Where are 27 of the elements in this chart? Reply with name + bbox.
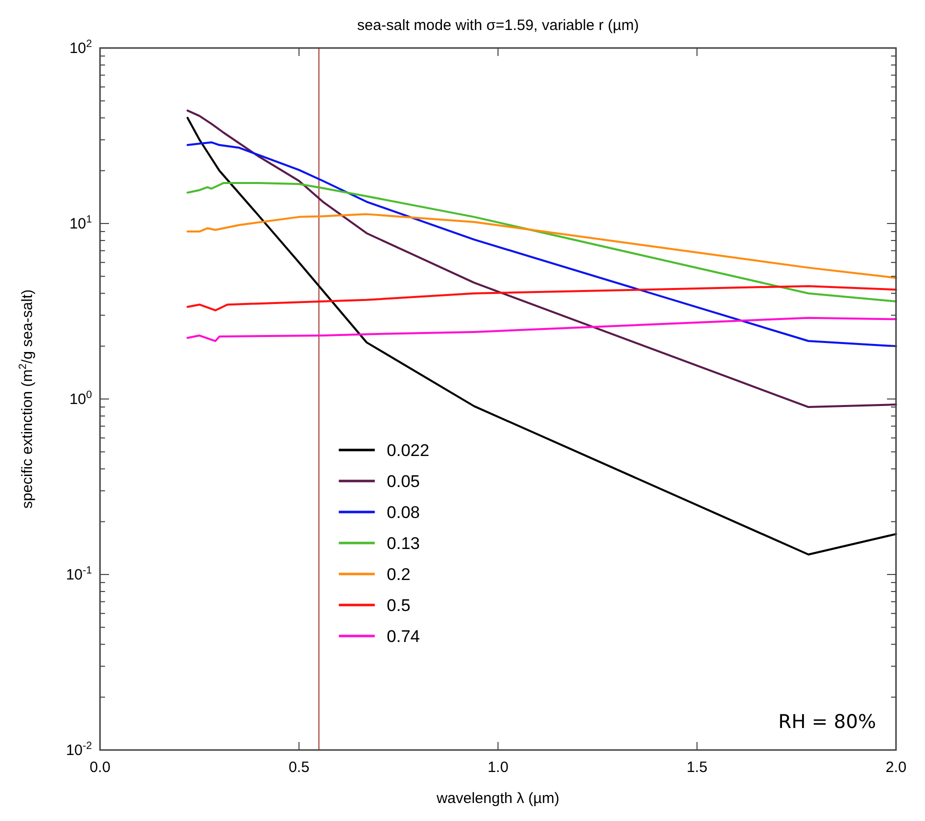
x-tick-label: 1.0 <box>488 759 508 776</box>
legend-label: 0.022 <box>386 441 430 460</box>
x-tick-label: 1.5 <box>686 759 708 776</box>
chart-title: sea-salt mode with σ=1.59, variable r (µm) <box>357 17 639 34</box>
line-series <box>186 182 897 302</box>
y-tick-label: 10$^{-2}$ <box>66 740 92 759</box>
line-series <box>186 110 897 408</box>
x-tick-label: 0.5 <box>288 759 310 776</box>
line-series <box>186 116 897 556</box>
legend-label: 0.5 <box>386 596 410 615</box>
line-series <box>186 213 897 279</box>
x-tick-label: 0.0 <box>90 759 110 776</box>
y-tick-label: 10$^{-1}$ <box>66 564 92 584</box>
y-tick-label: 10$^{1}$ <box>69 214 92 232</box>
annotation: RH = 80% <box>778 711 876 733</box>
x-axis-title: wavelength λ (µm) <box>436 790 560 807</box>
y-tick-label: 10$^{0}$ <box>69 389 92 408</box>
line-series <box>186 316 897 342</box>
legend-label: 0.08 <box>386 503 420 522</box>
x-tick-label: 2.0 <box>886 759 906 776</box>
y-tick-label: 10$^{2}$ <box>69 38 92 57</box>
legend-label: 0.74 <box>386 627 420 646</box>
legend-label: 0.05 <box>386 472 420 491</box>
line-series <box>186 141 897 348</box>
legend-label: 0.2 <box>386 565 410 584</box>
legend-label: 0.13 <box>386 534 420 553</box>
line-series <box>186 285 897 312</box>
